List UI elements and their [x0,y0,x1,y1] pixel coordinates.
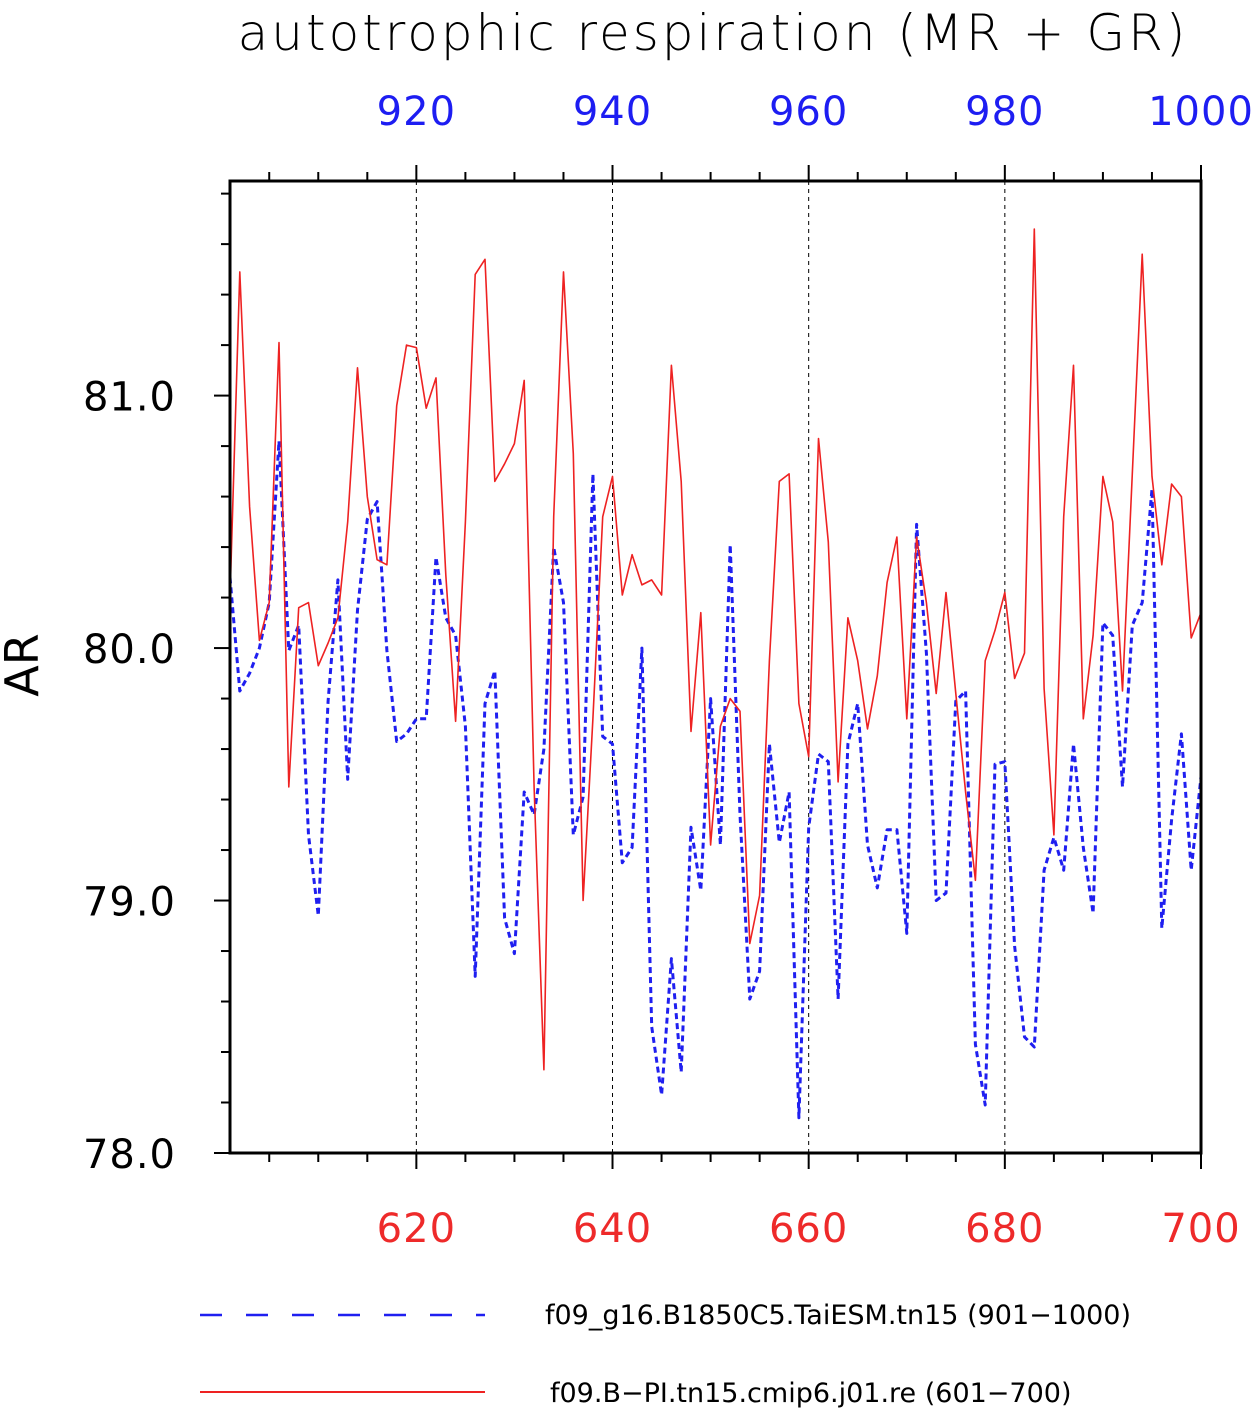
bottom-axis-labels: 620 640 660 680 700 [377,1206,1240,1252]
bottom-tick-label: 660 [769,1206,848,1252]
grid-lines [415,181,1006,1153]
y-axis-label: AR [0,633,49,696]
legend-label-red: f09.B−PI.tn15.cmip6.j01.re (601−700) [550,1378,1072,1409]
axis-ticks [214,165,1202,1169]
chart-title: autotrophic respiration (MR + GR) [238,4,1189,62]
y-tick-label: 78.0 [83,1132,176,1178]
y-axis-labels: 78.0 79.0 80.0 81.0 [83,375,176,1178]
series-line-blue [228,439,1203,1120]
top-tick-label: 980 [965,89,1044,135]
series-group [228,228,1203,1120]
bottom-tick-label: 620 [377,1206,456,1252]
series-line-red [229,228,1202,1071]
top-axis-labels: 920 940 960 980 1000 [377,89,1254,135]
y-tick-label: 81.0 [83,375,176,421]
legend-label-blue: f09_g16.B1850C5.TaiESM.tn15 (901−1000) [545,1300,1131,1331]
bottom-tick-label: 700 [1161,1206,1240,1252]
plot-frame [228,179,1203,1155]
legend: f09_g16.B1850C5.TaiESM.tn15 (901−1000) f… [200,1300,1131,1409]
y-tick-label: 80.0 [83,627,176,673]
top-tick-label: 960 [769,89,848,135]
top-tick-label: 920 [377,89,456,135]
bottom-tick-label: 680 [965,1206,1044,1252]
bottom-tick-label: 640 [573,1206,652,1252]
top-tick-label: 1000 [1148,89,1254,135]
y-tick-label: 79.0 [83,880,176,926]
top-tick-label: 940 [573,89,652,135]
